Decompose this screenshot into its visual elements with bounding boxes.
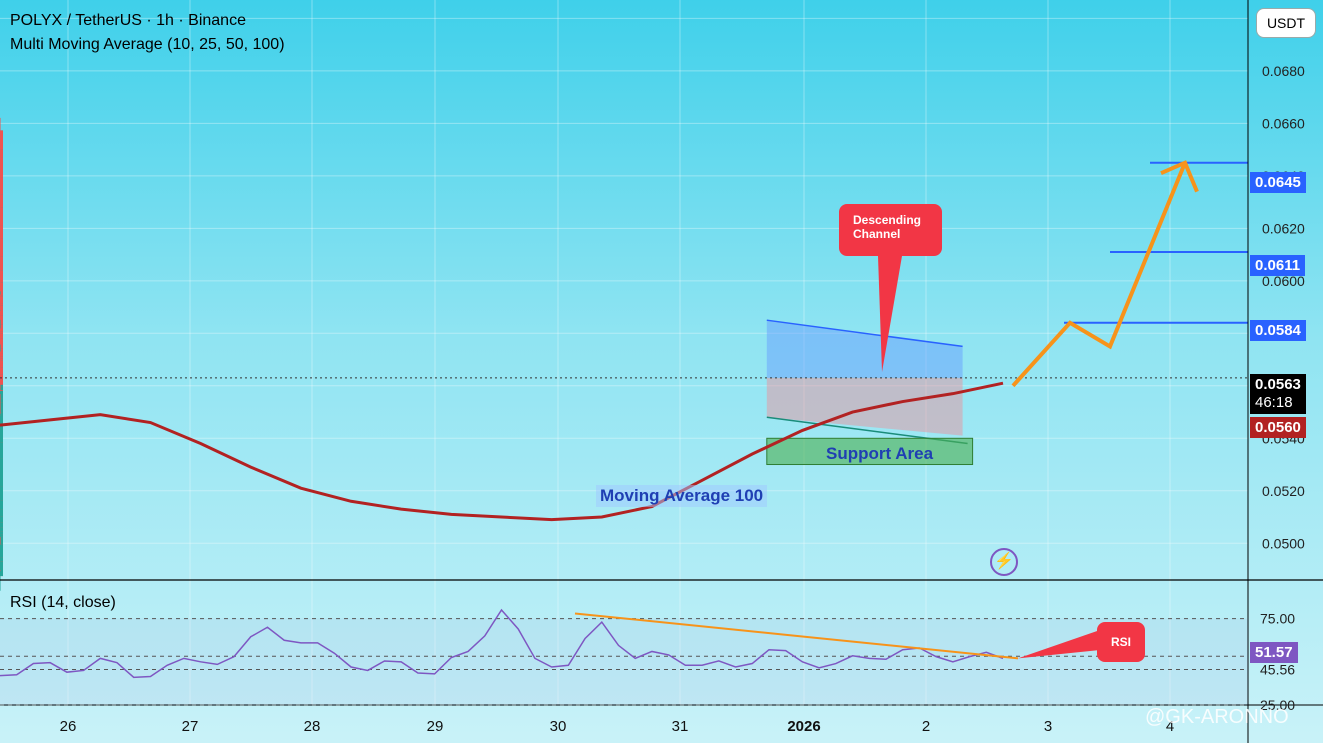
candle-body xyxy=(0,331,3,334)
ma100-price-tag: 0.0560 xyxy=(1250,417,1306,438)
current-price-tag: 0.0563 46:18 xyxy=(1250,374,1306,414)
candle-body xyxy=(0,270,3,283)
price-tick-label: 0.0660 xyxy=(1262,115,1305,131)
candle-body xyxy=(0,458,3,487)
time-tick-label: 28 xyxy=(304,718,321,735)
callout-pointer xyxy=(878,256,902,372)
target-price-tag-1: 0.0645 xyxy=(1250,172,1306,193)
moving-average-label: Moving Average 100 xyxy=(596,485,768,507)
ma100-line xyxy=(0,381,1004,522)
price-tick-label: 0.0680 xyxy=(1262,63,1305,79)
price-tick-label: 0.0500 xyxy=(1262,535,1305,551)
candle-body xyxy=(0,401,3,443)
candle-body xyxy=(0,149,3,158)
candle-body xyxy=(0,130,3,150)
candle-body xyxy=(0,282,3,296)
channel-top-line xyxy=(766,319,963,348)
candle-body xyxy=(0,360,3,372)
candle-body xyxy=(0,509,3,517)
candle-body xyxy=(0,374,3,380)
time-tick-label: 3 xyxy=(1044,718,1052,735)
candle-body xyxy=(0,305,3,319)
projection-path xyxy=(1011,161,1187,388)
time-tick-label: 29 xyxy=(427,718,444,735)
rsi-callout-pointer xyxy=(1018,630,1100,659)
candle-body xyxy=(0,386,3,388)
candle-body xyxy=(0,367,3,376)
time-tick-label: 2026 xyxy=(787,718,820,735)
time-tick-label: 2 xyxy=(922,718,930,735)
descending-channel-callout: Descending Channel xyxy=(839,204,942,256)
candle-body xyxy=(0,157,3,178)
candle-body xyxy=(0,358,3,361)
projection-arrowhead xyxy=(1160,160,1199,193)
candle-body xyxy=(0,542,3,558)
candle-body xyxy=(0,348,3,354)
channel-upper-zone xyxy=(766,320,963,378)
candle-body xyxy=(0,516,3,523)
candle-body xyxy=(0,356,3,359)
candle-body xyxy=(0,194,3,209)
candle-body xyxy=(0,335,3,339)
rsi-band xyxy=(0,618,1248,705)
time-tick-label: 27 xyxy=(182,718,199,735)
rsi-line xyxy=(0,608,1004,679)
candle-body xyxy=(0,324,3,334)
candle-body xyxy=(0,486,3,501)
candle-body xyxy=(0,534,3,536)
price-tick-label: 0.0520 xyxy=(1262,483,1305,499)
currency-button[interactable]: USDT xyxy=(1256,8,1316,38)
lightning-icon[interactable]: ⚡ xyxy=(990,548,1018,576)
support-area-label: Support Area xyxy=(826,444,934,463)
candle-body xyxy=(0,557,3,562)
candle-body xyxy=(0,338,3,349)
target-price-tag-3: 0.0584 xyxy=(1250,320,1306,341)
time-tick-label: 30 xyxy=(550,718,567,735)
channel-lower-zone xyxy=(766,377,963,436)
candle-body xyxy=(0,256,3,280)
candle-body xyxy=(0,296,3,304)
current-price: 0.0563 xyxy=(1255,376,1301,393)
time-tick-label: 26 xyxy=(60,718,77,735)
rsi-value-tag: 51.57 xyxy=(1250,642,1298,663)
price-tick-label: 0.0620 xyxy=(1262,220,1305,236)
candle-body xyxy=(0,536,3,545)
candle-body xyxy=(0,225,3,239)
descending-channel-label: Descending Channel xyxy=(853,213,922,241)
candle-body xyxy=(0,389,3,391)
rsi-title: RSI (14, close) xyxy=(10,594,116,611)
rsi-trendline xyxy=(574,612,1019,660)
candle-body xyxy=(0,379,3,385)
time-tick-label: 4 xyxy=(1166,718,1174,735)
candle-body xyxy=(0,207,3,226)
candle-body xyxy=(0,384,3,399)
target-price-tag-2: 0.0611 xyxy=(1250,255,1306,276)
candle-body xyxy=(0,522,3,528)
symbol-title: POLYX / TetherUS · 1h · Binance xyxy=(10,12,246,29)
candle-body xyxy=(0,442,3,459)
candle-body xyxy=(0,177,3,195)
candle-body xyxy=(0,315,3,331)
candle-body xyxy=(0,553,3,577)
rsi-tick-label: 25.00 xyxy=(1260,697,1295,713)
rsi-tick-label: 45.56 xyxy=(1260,661,1295,677)
indicator-title: Multi Moving Average (10, 25, 50, 100) xyxy=(10,36,285,53)
price-tick-label: 0.0600 xyxy=(1262,273,1305,289)
support-area-box xyxy=(766,437,974,466)
candle-body xyxy=(0,384,3,391)
candle-body xyxy=(0,402,3,413)
candle-body xyxy=(0,526,3,532)
time-tick-label: 31 xyxy=(672,718,689,735)
candle-body xyxy=(0,500,3,510)
watermark: @GK-ARONNO xyxy=(1145,706,1289,728)
rsi-callout: RSI xyxy=(1097,622,1145,662)
candle-body xyxy=(0,398,3,400)
rsi-tick-label: 75.00 xyxy=(1260,611,1295,627)
countdown: 46:18 xyxy=(1255,394,1293,411)
candle-body xyxy=(0,238,3,257)
